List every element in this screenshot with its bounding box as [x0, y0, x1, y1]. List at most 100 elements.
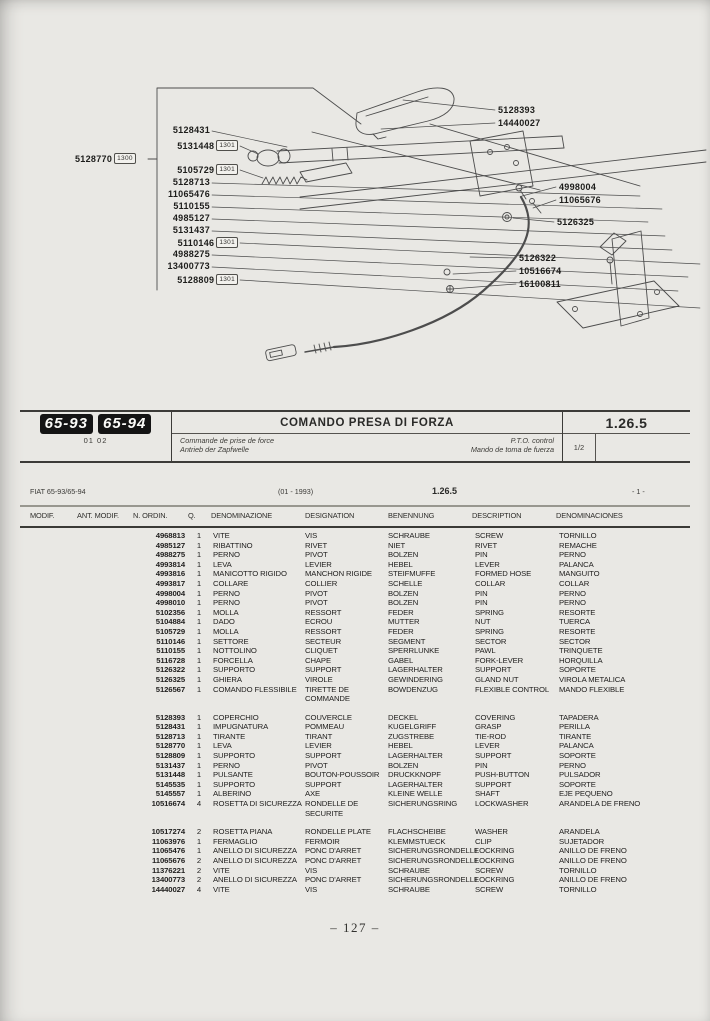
cell-benennung: STEIFMUFFE — [388, 569, 436, 579]
cell-description: SPRING — [475, 626, 504, 636]
cell-designation: FERMOIR — [305, 836, 340, 846]
cell-denominaciones: TRINQUETE — [559, 646, 603, 656]
table-row: 4968813 1 VITE VIS SCHRAUBE SCREW TORNILLO — [130, 531, 710, 541]
part-number: 5128431 — [172, 125, 210, 135]
cell-n-ordin: 5116728 — [156, 655, 185, 665]
cell-description: RIVET — [475, 540, 498, 550]
part-number: 11065676 — [559, 195, 601, 205]
spring-shape — [261, 162, 353, 185]
group-tag: 1300 — [114, 153, 136, 164]
cell-denominazione: PERNO — [213, 588, 240, 598]
table-row: 5110155 1 NOTTOLINO CLIQUET SPERRLUNKE PAWL TR… — [130, 646, 710, 656]
cell-qty: 2 — [196, 827, 202, 837]
cell-denominaciones: TUERCA — [559, 617, 591, 627]
cell-qty: 2 — [196, 875, 202, 885]
cell-n-ordin: 5128431 — [155, 722, 185, 732]
cell-denominazione: FORCELLA — [213, 655, 253, 665]
table-row: 5128770 1 LEVA LEVIER HEBEL LEVER PALANCA — [130, 741, 710, 751]
table-row: 4998004 1 PERNO PIVOT BOLZEN PIN PERNO — [130, 589, 710, 599]
table-row: 5131437 1 PERNO PIVOT BOLZEN PIN PERNO — [130, 761, 710, 771]
cell-description: LEVER — [475, 741, 500, 751]
part-label-5131448: 5131448 1301 — [62, 140, 238, 151]
cell-denominaciones: ARANDELA DE FRENO — [559, 799, 641, 809]
cell-description: PIN — [475, 550, 488, 560]
cell-denominaciones: REMACHE — [559, 540, 597, 550]
cell-qty: 1 — [196, 846, 202, 856]
cell-qty: 1 — [196, 731, 202, 741]
cell-n-ordin: 5126325 — [155, 674, 185, 684]
cell-qty: 1 — [196, 751, 202, 761]
cell-denominaciones: MANGUITO — [559, 569, 600, 579]
cell-description: LOCKRING — [475, 856, 515, 865]
cell-denominaciones: ANILLO DE FRENO — [559, 856, 627, 865]
cell-description: LOCKRING — [475, 846, 515, 856]
cell-description: SUPPORT — [475, 779, 512, 789]
col-denominaciones: DENOMINACIONES — [556, 511, 623, 520]
table-row: 5128393 1 COPERCHIO COUVERCLE DECKEL COVERING… — [130, 713, 710, 723]
cell-qty: 1 — [196, 684, 202, 694]
cell-qty: 1 — [196, 626, 202, 636]
cell-denominaciones: SECTOR — [559, 636, 591, 646]
group-tag: 1301 — [216, 140, 238, 151]
cell-designation: PONC D'ARRET — [305, 856, 362, 865]
cell-denominaciones: PULSADOR — [559, 770, 601, 780]
table-group: 5128393 1 COPERCHIO COUVERCLE DECKEL COVERING… — [0, 713, 710, 819]
cell-qty: 1 — [196, 674, 202, 684]
support-bracket-shape — [443, 230, 680, 329]
table-row: 5105729 1 MOLLA RESSORT FEDER SPRING RESORTE — [130, 627, 710, 637]
cell-denominazione: SUPPORTO — [213, 779, 256, 789]
cell-denominaciones: SUJETADOR — [559, 836, 605, 846]
part-number: 5131448 — [177, 140, 215, 151]
part-number: 5126322 — [519, 253, 557, 263]
table-row: 5126322 1 SUPPORTO SUPPORT LAGERHALTER SUPPOR… — [130, 665, 710, 675]
part-label-5128809: 5128809 1301 — [62, 274, 238, 285]
cell-benennung: MUTTER — [388, 617, 420, 627]
part-label-16100811: 16100811 — [519, 279, 561, 289]
col-denominazione: DENOMINAZIONE — [211, 511, 273, 520]
cell-qty: 4 — [196, 884, 202, 894]
col-description: DESCRIPTION — [472, 511, 522, 520]
cell-description: LOCKWASHER — [475, 799, 529, 809]
part-label-11065476: 11065476 — [62, 189, 238, 199]
cell-benennung: SICHERUNGSRONDELLE — [388, 846, 479, 856]
leader-lines — [211, 99, 701, 309]
cell-benennung: SPERRLUNKE — [388, 646, 440, 656]
cell-qty: 1 — [196, 550, 202, 560]
cell-benennung: KLEMMSTUECK — [388, 836, 446, 846]
cell-benennung: GABEL — [388, 655, 414, 665]
cell-denominazione: MOLLA — [213, 607, 239, 617]
cell-denominaciones: PERNO — [559, 550, 586, 560]
cell-description: COLLAR — [475, 578, 506, 588]
cell-qty: 1 — [196, 540, 202, 550]
cell-description: SHAFT — [475, 789, 500, 799]
cell-denominaciones: SOPORTE — [559, 751, 596, 761]
cell-denominazione: ANELLO DI SICUREZZA — [213, 875, 297, 885]
cell-n-ordin: 5131437 — [155, 760, 185, 770]
part-label-5128770: 5128770 1300 — [75, 153, 136, 164]
cell-denominazione: VITE — [213, 531, 230, 540]
col-n-ordin: N. ORDIN. — [133, 511, 168, 520]
cell-qty: 1 — [196, 636, 202, 646]
cell-qty: 1 — [196, 588, 202, 598]
model-badges-cell: 65-93 65-94 01 02 — [20, 412, 172, 461]
cell-denominazione: VITE — [213, 884, 230, 894]
cell-designation: PONC D'ARRET — [305, 846, 362, 856]
table-row: 11065676 2 ANELLO DI SICUREZZA PONC D'ARRET… — [130, 856, 710, 866]
cell-benennung: FEDER — [388, 607, 414, 617]
cell-denominaciones: RESORTE — [559, 607, 596, 617]
cell-n-ordin: 4998010 — [155, 598, 185, 608]
cell-description: FORMED HOSE — [475, 569, 532, 579]
cell-n-ordin: 4985127 — [155, 540, 185, 550]
cell-benennung: LAGERHALTER — [388, 779, 443, 789]
cell-benennung: FEDER — [388, 626, 414, 636]
cell-denominazione: COMANDO FLESSIBILE — [213, 684, 297, 694]
cell-qty: 1 — [196, 741, 202, 751]
cell-description: TIE-ROD — [475, 731, 506, 741]
section-code-cell: 1.26.5 1/2 — [562, 412, 690, 461]
table-row: 5104884 1 DADO ECROU MUTTER NUT TUERCA — [130, 617, 710, 627]
cell-description: PUSH-BUTTON — [475, 770, 530, 780]
cell-denominazione: ANELLO DI SICUREZZA — [213, 856, 297, 865]
title-cell: COMANDO PRESA DI FORZA Commande de prise… — [172, 412, 562, 461]
cell-description: SCREW — [475, 884, 504, 894]
